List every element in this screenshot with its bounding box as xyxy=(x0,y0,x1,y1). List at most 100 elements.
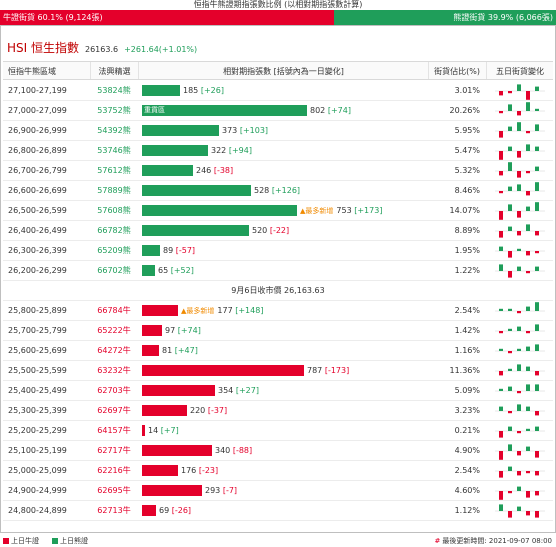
sparkline-bar xyxy=(516,210,521,218)
five-day-change-cell xyxy=(486,321,553,341)
sparkline-bar xyxy=(498,308,503,311)
warrant-code-link[interactable]: 64157牛 xyxy=(97,425,131,435)
warrant-code-link[interactable]: 65222牛 xyxy=(97,325,131,335)
sparkline-bar xyxy=(534,250,539,253)
sparkline-bar xyxy=(507,270,512,278)
five-day-change-cell xyxy=(486,341,553,361)
warrant-code-link[interactable]: 62216牛 xyxy=(97,465,131,475)
warrant-code-link[interactable]: 62713牛 xyxy=(97,505,131,515)
volume-bar xyxy=(142,345,159,356)
warrant-code-link[interactable]: 66702熊 xyxy=(97,265,131,275)
warrant-code-link[interactable]: 64272牛 xyxy=(97,345,131,355)
warrant-code-link[interactable]: 53746熊 xyxy=(97,145,131,155)
sparkline-bar xyxy=(498,450,503,460)
sparkline-bar xyxy=(498,348,503,351)
volume-bar-cell: 528 [+126] xyxy=(138,181,428,201)
five-day-sparkline xyxy=(494,426,545,438)
outstanding-pct: 1.95% xyxy=(454,246,480,255)
sparkline-bar xyxy=(525,330,530,333)
bull-row: 25,700-25,799 65222牛 97 [+74] 1.42% xyxy=(3,321,553,341)
warrant-code-link[interactable]: 53824熊 xyxy=(97,85,131,95)
volume-value: 528 [+126] xyxy=(254,186,300,195)
volume-bar xyxy=(142,85,180,96)
volume-bar xyxy=(142,145,208,156)
five-day-sparkline xyxy=(494,403,545,415)
volume-value: 65 [+52] xyxy=(158,266,194,275)
sparkline-bar xyxy=(507,490,512,493)
volume-number: 340 xyxy=(215,446,231,455)
warrant-code-link[interactable]: 57608熊 xyxy=(97,205,131,215)
sparkline-bar xyxy=(507,161,512,171)
sparkline-bar xyxy=(534,146,539,151)
range-cell: 26,400-26,499 xyxy=(8,226,67,235)
warrant-code-link[interactable]: 63232牛 xyxy=(97,365,131,375)
outstanding-pct: 3.01% xyxy=(454,86,480,95)
range-cell: 26,600-26,699 xyxy=(8,186,67,195)
volume-bar-cell: 65 [+52] xyxy=(138,261,428,281)
sparkline-bar xyxy=(525,206,530,211)
sparkline-bar xyxy=(516,83,521,91)
legend-bear: 上日熊證 xyxy=(52,536,88,546)
table-header: 恒指牛熊區域 法興精選 相對期指張數 [括號內為一日變化] 街貨佔比(%) 五日… xyxy=(3,61,553,80)
volume-number: 520 xyxy=(252,226,268,235)
volume-value: 185 [+26] xyxy=(183,86,224,95)
warrant-code-link[interactable]: 57612熊 xyxy=(97,165,131,175)
volume-change: [+26] xyxy=(200,86,224,95)
volume-value: 293 [-7] xyxy=(205,486,237,495)
bear-row: 26,200-26,299 66702熊 65 [+52] 1.22% xyxy=(3,261,553,281)
sparkline-bar xyxy=(516,110,521,115)
volume-bar-cell: 69 [-26] xyxy=(138,501,428,521)
warrant-code-link[interactable]: 53752熊 xyxy=(97,105,131,115)
ratio-caption: 恒指牛熊證期指張數比例 (以相對期指張數計算) xyxy=(193,0,363,9)
five-day-change-cell xyxy=(486,441,553,461)
sparkline-bar xyxy=(516,183,521,191)
volume-value: 97 [+74] xyxy=(165,326,201,335)
volume-bar xyxy=(142,365,304,376)
sparkline-bar xyxy=(507,146,512,151)
volume-change: [+74] xyxy=(177,326,201,335)
warrant-code-link[interactable]: 54392熊 xyxy=(97,125,131,135)
five-day-change-cell xyxy=(486,241,553,261)
bear-row: 26,400-26,499 66782熊 520 [-22] 8.89% xyxy=(3,221,553,241)
sparkline-bar xyxy=(525,190,530,195)
bear-row: 27,000-27,099 53752熊 重貨區 802 [+74] 20.26% xyxy=(3,101,553,121)
range-cell: 25,700-25,799 xyxy=(8,326,67,335)
sparkline-bar xyxy=(498,470,503,478)
warrant-code-link[interactable]: 57889熊 xyxy=(97,185,131,195)
header-range: 恒指牛熊區域 xyxy=(8,67,56,76)
volume-change: [+148] xyxy=(235,306,264,315)
sparkline-bar xyxy=(525,90,530,100)
five-day-sparkline xyxy=(494,383,545,393)
five-day-change-cell xyxy=(486,461,553,481)
warrant-code-link[interactable]: 65209熊 xyxy=(97,245,131,255)
volume-value: 69 [-26] xyxy=(159,506,191,515)
sparkline-bar xyxy=(534,370,539,375)
sparkline-bar xyxy=(534,86,539,91)
warrant-code-link[interactable]: 62695牛 xyxy=(97,485,131,495)
sparkline-bar xyxy=(498,170,503,175)
outstanding-pct: 4.90% xyxy=(454,446,480,455)
volume-bar-cell: 373 [+103] xyxy=(138,121,428,141)
warrant-code-link[interactable]: 62717牛 xyxy=(97,445,131,455)
warrant-code-link[interactable]: 62697牛 xyxy=(97,405,131,415)
sparkline-bar xyxy=(525,383,530,391)
legend-bear-label: 上日熊證 xyxy=(60,537,88,545)
sparkline-bar xyxy=(525,490,530,498)
range-cell: 27,100-27,199 xyxy=(8,86,67,95)
outstanding-pct: 3.23% xyxy=(454,406,480,415)
sparkline-bar xyxy=(525,406,530,411)
five-day-sparkline xyxy=(494,343,545,353)
volume-value: 176 [-23] xyxy=(181,466,218,475)
range-cell: 25,500-25,599 xyxy=(8,366,67,375)
volume-change: [+52] xyxy=(170,266,194,275)
warrant-code-link[interactable]: 66782熊 xyxy=(97,225,131,235)
bull-row: 25,200-25,299 64157牛 14 [+7] 0.21% xyxy=(3,421,553,441)
bull-row: 25,800-25,899 66784牛 ▲最多新增 177 [+148] 2.54% xyxy=(3,301,553,321)
sparkline-bar xyxy=(516,348,521,351)
sparkline-bar xyxy=(525,143,530,151)
five-day-change-cell xyxy=(486,201,553,221)
volume-bar xyxy=(142,425,145,436)
warrant-code-link[interactable]: 62703牛 xyxy=(97,385,131,395)
warrant-code-link[interactable]: 66784牛 xyxy=(97,305,131,315)
five-day-sparkline xyxy=(494,486,545,500)
